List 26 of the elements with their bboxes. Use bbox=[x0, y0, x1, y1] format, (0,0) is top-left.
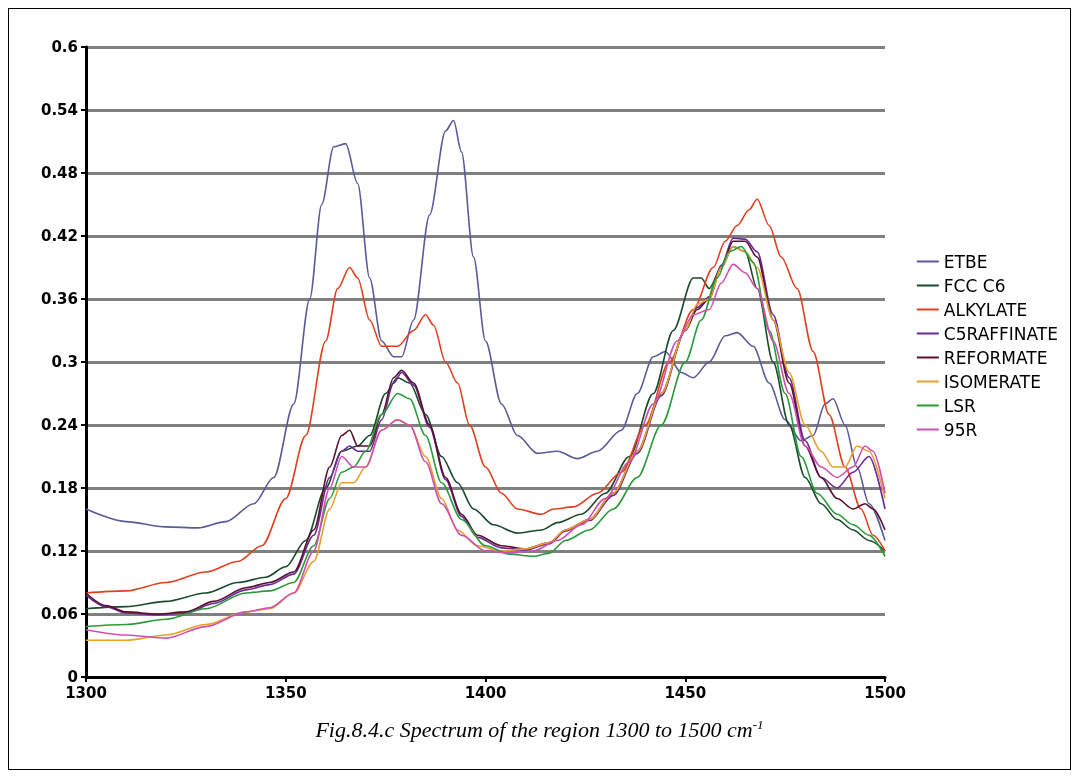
x-tick-label: 1450 bbox=[664, 683, 707, 702]
x-tick-label: 1500 bbox=[864, 683, 906, 702]
legend-label: FCC C6 bbox=[943, 275, 1006, 296]
x-tick-label: 1400 bbox=[464, 683, 507, 702]
y-tick-label: 0.36 bbox=[40, 290, 78, 308]
y-tick-label: 0.12 bbox=[40, 542, 78, 560]
legend-label: REFORMATE bbox=[943, 347, 1048, 368]
legend-label: ISOMERATE bbox=[943, 371, 1041, 392]
y-tick-label: 0.3 bbox=[51, 353, 78, 371]
legend-label: ETBE bbox=[943, 251, 988, 272]
legend-label: ALKYLATE bbox=[943, 299, 1028, 320]
y-tick-label: 0 bbox=[67, 668, 78, 686]
legend-label: LSR bbox=[943, 395, 977, 416]
legend-label: 95R bbox=[943, 419, 978, 440]
y-tick-label: 0.48 bbox=[40, 164, 78, 182]
x-tick-label: 1350 bbox=[264, 683, 307, 702]
y-tick-label: 0.18 bbox=[40, 479, 78, 497]
y-tick-label: 0.24 bbox=[40, 416, 78, 434]
x-tick-label: 1300 bbox=[65, 683, 107, 702]
legend-label: C5RAFFINATE bbox=[943, 323, 1059, 344]
y-tick-label: 0.06 bbox=[40, 605, 78, 623]
y-tick-label: 0.6 bbox=[51, 38, 78, 56]
y-tick-label: 0.42 bbox=[40, 227, 78, 245]
line-series bbox=[85, 119, 886, 542]
y-tick-label: 0.54 bbox=[40, 101, 78, 119]
caption: Fig.8.4.c Spectrum of the region 1300 to 1500 cm$^{-1}$ bbox=[314, 717, 765, 744]
